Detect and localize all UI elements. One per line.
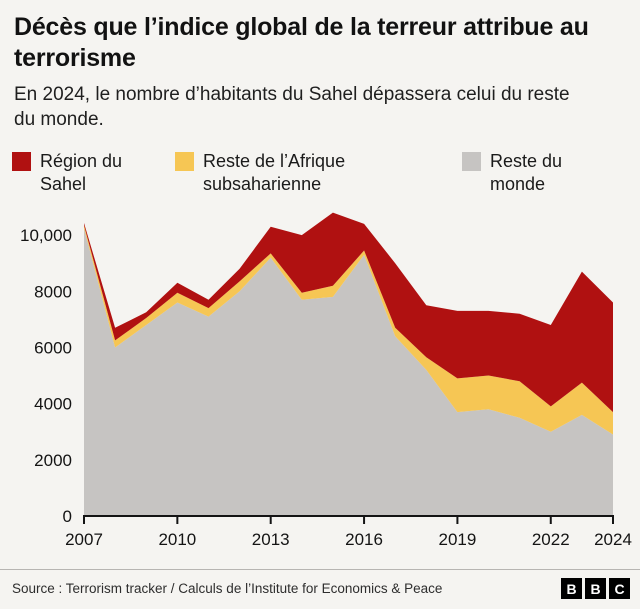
legend-swatch-reste-du-monde [462, 152, 481, 172]
header: Décès que l’indice global de la terreur … [0, 0, 640, 132]
chart-area: 0 2000 4000 6000 8000 10,000 2007 2010 2013 2016 2… [0, 201, 640, 553]
area-reste-du-monde [84, 228, 613, 517]
bbc-logo-block: C [609, 578, 630, 599]
x-tick-label: 2010 [158, 530, 196, 549]
y-tick-label: 8000 [34, 283, 72, 302]
x-tick-label: 2019 [438, 530, 476, 549]
x-tick-label: 2016 [345, 530, 383, 549]
y-tick-label: 2000 [34, 451, 72, 470]
chart-svg: 0 2000 4000 6000 8000 10,000 2007 2010 2013 2016 2… [20, 212, 632, 549]
source-text: Source : Terrorism tracker / Calculs de … [12, 581, 443, 596]
legend-label-reste-du-monde: Reste du monde [490, 151, 563, 194]
legend-item-reste-du-monde: Reste du monde [462, 150, 626, 195]
y-tick-label: 10,000 [20, 226, 72, 245]
x-tick-label: 2022 [532, 530, 570, 549]
y-tick-label: 0 [63, 507, 72, 526]
y-tick-label: 4000 [34, 395, 72, 414]
chart-title: Décès que l’indice global de la terreur … [14, 13, 589, 72]
bbc-logo-block: B [561, 578, 582, 599]
footer: Source : Terrorism tracker / Calculs de … [0, 569, 640, 609]
area-reste-afrique-subsaharienne [84, 225, 613, 435]
area-region-du-sahel [84, 212, 613, 413]
legend-swatch-reste-afrique-subsaharienne [175, 152, 194, 172]
bbc-logo-block: B [585, 578, 606, 599]
bbc-logo: B B C [561, 578, 630, 599]
legend-label-region-du-sahel: Région du Sahel [40, 151, 123, 194]
chart-legend: Région du Sahel Reste de l’Afrique subsa… [0, 132, 640, 195]
chart-subtitle: En 2024, le nombre d’habitants du Sahel … [14, 84, 570, 130]
legend-swatch-region-du-sahel [12, 152, 31, 172]
legend-item-region-du-sahel: Région du Sahel [12, 150, 175, 195]
y-tick-label: 6000 [34, 339, 72, 358]
x-tick-label: 2013 [252, 530, 290, 549]
legend-label-reste-afrique-subsaharienne: Reste de l’Afrique subsaharienne [203, 151, 346, 194]
x-tick-label: 2007 [65, 530, 103, 549]
legend-item-reste-afrique-subsaharienne: Reste de l’Afrique subsaharienne [175, 150, 462, 195]
x-tick-label: 2024 [594, 530, 632, 549]
